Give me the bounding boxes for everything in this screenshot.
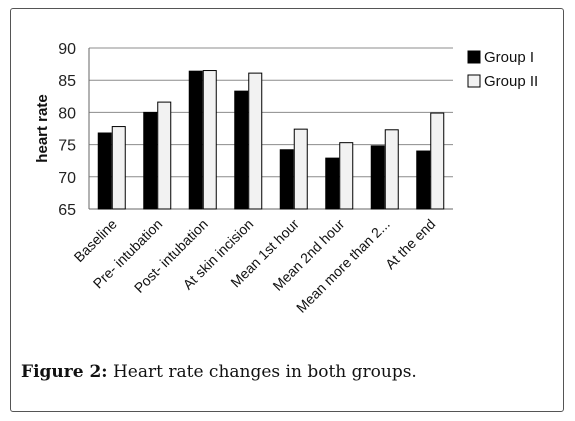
legend-label-group-ii: Group II: [484, 73, 538, 90]
bar-group-i: [143, 111, 158, 210]
bar-group-i: [279, 149, 294, 210]
caption-text: Heart rate changes in both groups.: [107, 362, 417, 382]
caption-label: Figure 2:: [21, 362, 108, 382]
bar-group-ii: [430, 112, 445, 210]
y-tick-label: 80: [58, 105, 76, 122]
bar-group-i: [370, 145, 385, 210]
x-tick-label: At the end: [382, 216, 438, 272]
y-tick-label: 70: [58, 170, 76, 187]
bar-group-i: [188, 70, 203, 210]
bar-group-ii: [339, 142, 354, 210]
figure-caption: Figure 2: Heart rate changes in both gro…: [21, 362, 417, 382]
bar-group-i: [97, 132, 112, 210]
bar-group-ii: [157, 101, 172, 210]
legend-swatch-group-i: [467, 50, 481, 64]
bar-group-i: [416, 150, 431, 210]
y-axis-title: heart rate: [34, 94, 51, 162]
y-tick-label: 85: [58, 73, 76, 90]
y-tick-label: 75: [58, 138, 76, 155]
bar-group-ii: [293, 128, 308, 210]
bar-group-ii: [111, 126, 126, 210]
legend-label-group-i: Group I: [484, 49, 534, 66]
bar-group-ii: [248, 72, 263, 210]
legend-swatch-group-ii: [467, 74, 481, 88]
bar-group-ii: [202, 70, 217, 210]
bar-group-i: [325, 157, 340, 210]
y-tick-label: 65: [58, 202, 76, 219]
y-tick-label: 90: [58, 41, 76, 58]
bar-group-ii: [384, 129, 399, 210]
bar-group-i: [234, 90, 249, 210]
